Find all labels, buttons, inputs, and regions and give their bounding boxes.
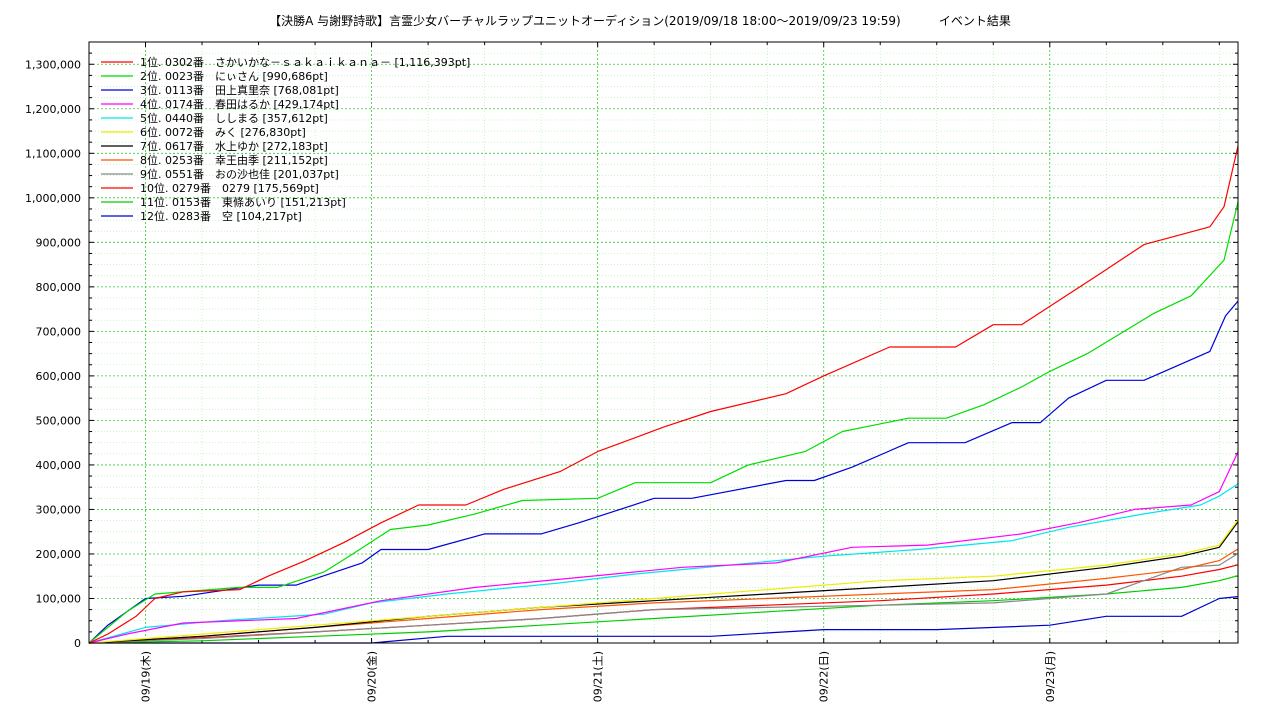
y-tick-label: 100,000 bbox=[36, 592, 82, 605]
series-line bbox=[88, 521, 1239, 644]
plot-frame bbox=[88, 41, 1239, 644]
legend-entry: 5位. 0440番 ししまる [357,612pt] bbox=[140, 111, 328, 125]
legend-entry: 9位. 0551番 おの沙也佳 [201,037pt] bbox=[140, 167, 339, 181]
x-tick-label: 09/19(木) bbox=[140, 651, 153, 702]
y-tick-label: 400,000 bbox=[36, 459, 82, 472]
y-tick-label: 1,200,000 bbox=[25, 103, 81, 116]
x-tick-label: 09/20(金) bbox=[365, 651, 379, 702]
series-line bbox=[88, 519, 1239, 644]
x-tick-label: 09/23(月) bbox=[1044, 651, 1057, 702]
y-tick-label: 200,000 bbox=[36, 548, 82, 561]
series-line bbox=[88, 201, 1239, 644]
legend-entry: 3位. 0113番 田上真里奈 [768,081pt] bbox=[140, 83, 339, 97]
series-line bbox=[88, 145, 1239, 644]
legend-entry: 6位. 0072番 みく [276,830pt] bbox=[140, 125, 306, 139]
y-tick-label: 600,000 bbox=[36, 370, 82, 383]
legend: 1位. 0302番 さかいかな－ｓａｋａｉｋａｎａ－ [1,116,393pt]… bbox=[101, 55, 470, 223]
x-tick-label: 09/21(土) bbox=[592, 651, 605, 702]
legend-entry: 7位. 0617番 水上ゆか [272,183pt] bbox=[140, 139, 328, 153]
y-tick-label: 800,000 bbox=[36, 281, 82, 294]
legend-entry: 10位. 0279番 0279 [175,569pt] bbox=[140, 181, 319, 195]
y-tick-label: 300,000 bbox=[36, 503, 82, 516]
x-tick-label: 09/22(日) bbox=[818, 651, 831, 702]
chart-title: 【決勝A 与謝野詩歌】言霊少女バーチャルラップユニットオーディション(2019/… bbox=[269, 14, 1011, 28]
legend-entry: 11位. 0153番 東條あいり [151,213pt] bbox=[140, 195, 346, 209]
legend-entry: 2位. 0023番 にぃさん [990,686pt] bbox=[140, 69, 328, 83]
legend-entry: 4位. 0174番 春田はるか [429,174pt] bbox=[140, 97, 339, 111]
legend-entry: 12位. 0283番 空 [104,217pt] bbox=[140, 209, 302, 223]
series-line bbox=[88, 552, 1239, 644]
y-tick-label: 0 bbox=[74, 637, 81, 650]
series-line bbox=[88, 575, 1239, 644]
series-line bbox=[88, 300, 1239, 644]
legend-entry: 8位. 0253番 幸王由季 [211,152pt] bbox=[140, 153, 328, 167]
legend-entry: 1位. 0302番 さかいかな－ｓａｋａｉｋａｎａ－ [1,116,393pt] bbox=[140, 55, 470, 69]
y-tick-label: 1,100,000 bbox=[25, 147, 81, 160]
y-tick-label: 1,300,000 bbox=[25, 58, 81, 71]
y-tick-label: 1,000,000 bbox=[25, 192, 81, 205]
y-tick-label: 900,000 bbox=[36, 236, 82, 249]
series-line bbox=[88, 451, 1239, 644]
y-tick-label: 700,000 bbox=[36, 325, 82, 338]
y-tick-label: 500,000 bbox=[36, 414, 82, 427]
